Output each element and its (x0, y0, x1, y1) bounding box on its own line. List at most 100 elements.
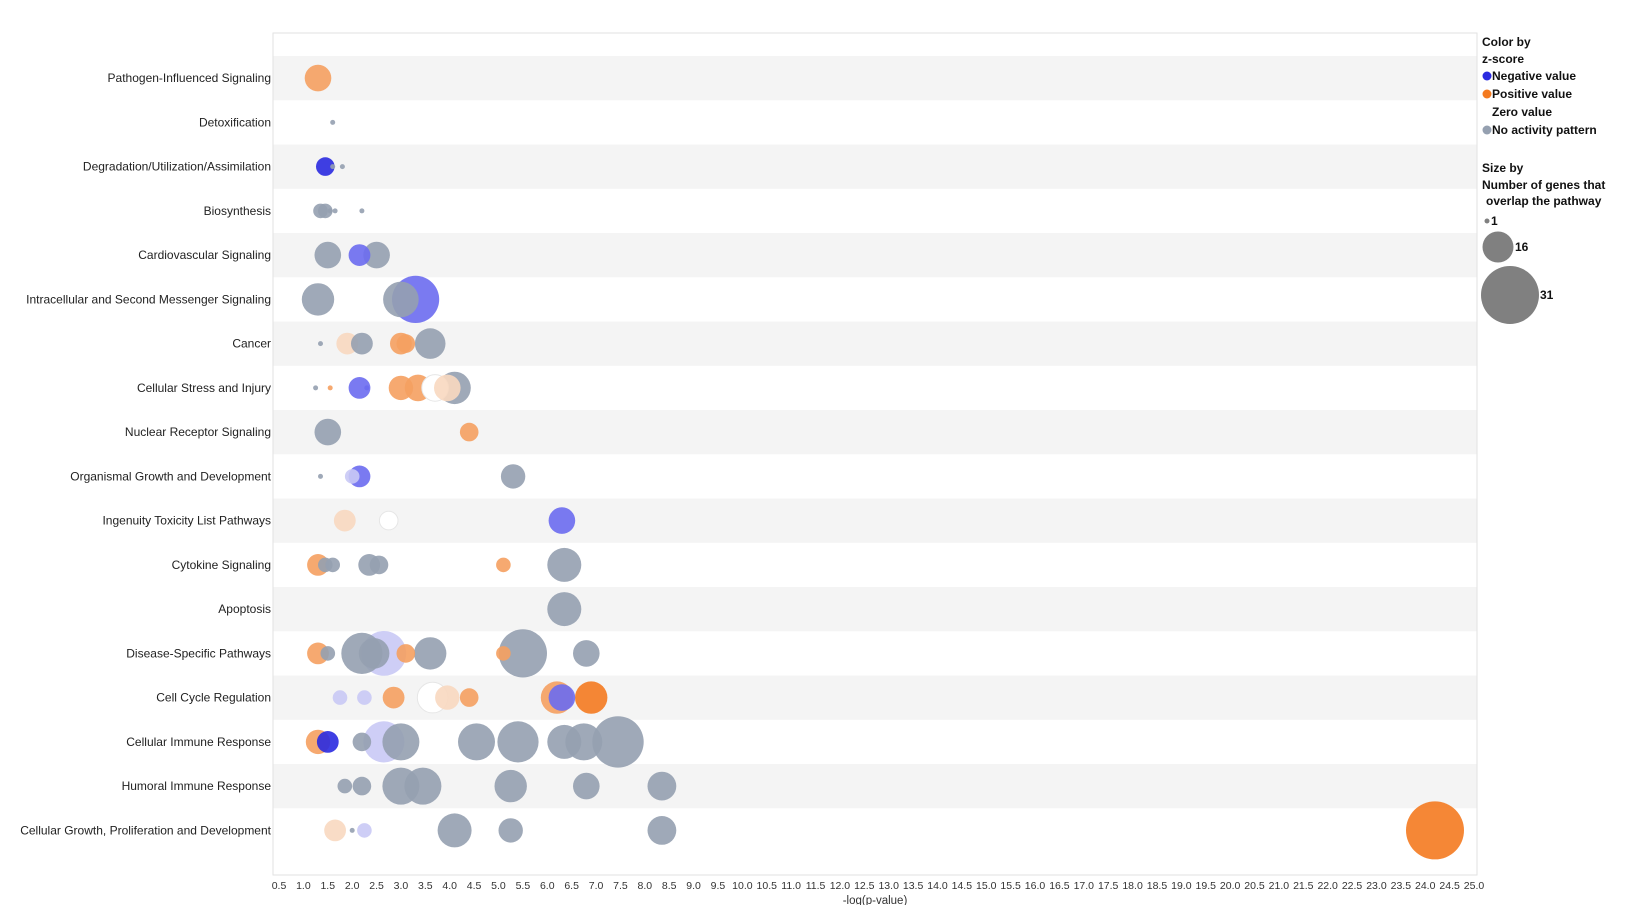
bubble (351, 332, 373, 355)
bubble (647, 771, 677, 801)
bubble (318, 473, 323, 479)
x-tick-label: 11.5 (806, 880, 826, 892)
x-tick-label: 12.5 (854, 880, 875, 892)
x-tick-label: 20.5 (1244, 880, 1265, 892)
bubble (364, 385, 370, 391)
plot-frame (272, 32, 1478, 876)
bubble (458, 723, 495, 761)
bubble (332, 690, 348, 705)
category-label: Disease-Specific Pathways (126, 646, 271, 660)
category-label: Organismal Growth and Development (70, 469, 271, 483)
category-label: Apoptosis (218, 602, 271, 616)
legend-size-swatch-31 (1481, 266, 1539, 324)
x-tick-label: 3.5 (418, 880, 433, 892)
legend-size-label-31: 31 (1540, 288, 1554, 302)
x-axis-ticks: 0.5 1.0 1.5 2.0 2.5 3.0 3.5 4.0 4.5 5.0 5.5 6.0 6.5 7… (272, 880, 1485, 892)
bubble (337, 778, 353, 794)
bubble (548, 684, 576, 711)
bubble (357, 823, 372, 838)
x-axis-title: -log(p-value) (843, 895, 908, 905)
bubble (459, 688, 479, 707)
bubble (498, 629, 547, 678)
x-tick-label: 16.5 (1049, 880, 1070, 892)
x-tick-label: 19.5 (1196, 880, 1217, 892)
bubble (647, 816, 677, 845)
bubble (327, 385, 333, 391)
x-tick-label: 1.0 (296, 880, 311, 892)
x-tick-label: 24.0 (1415, 880, 1436, 892)
legend-color-title-2: z-score (1482, 52, 1524, 66)
bubble (573, 640, 600, 667)
legend-size-title-3: overlap the pathway (1486, 194, 1602, 208)
row-band (273, 498, 1477, 543)
x-tick-label: 16.0 (1025, 880, 1046, 892)
bubble (316, 731, 339, 753)
x-tick-label: 13.0 (878, 880, 899, 892)
legend-size-label-16: 16 (1515, 240, 1529, 254)
x-tick-label: 24.5 (1439, 880, 1460, 892)
category-label: Detoxification (199, 115, 271, 129)
row-band (273, 144, 1477, 189)
bubble (388, 375, 414, 401)
bubble (575, 681, 608, 714)
bubble (414, 637, 447, 670)
x-tick-label: 22.5 (1342, 880, 1363, 892)
bubble (548, 507, 576, 534)
category-labels: Pathogen-Influenced Signaling Detoxificat… (20, 71, 271, 837)
bubble (459, 422, 479, 442)
legend-label-zero: Zero value (1492, 105, 1552, 119)
bubble (339, 164, 345, 170)
category-label: Cellular Immune Response (126, 735, 271, 749)
bubble (592, 716, 644, 768)
bubble (414, 328, 446, 359)
category-label: Cellular Growth, Proliferation and Devel… (20, 823, 271, 837)
bubbles (301, 64, 1464, 860)
bubble (352, 732, 372, 752)
x-tick-label: 3.0 (394, 880, 409, 892)
legend-size-label-1: 1 (1491, 214, 1498, 228)
bubble (318, 203, 333, 219)
x-tick-label: 22.0 (1317, 880, 1338, 892)
bubble (496, 557, 511, 573)
bubble (500, 464, 526, 489)
row-band (273, 233, 1477, 278)
category-label: Cardiovascular Signaling (138, 248, 271, 262)
bubble (349, 827, 355, 833)
x-tick-label: 25.0 (1464, 880, 1485, 892)
bubble (378, 510, 399, 531)
x-tick-label: 14.0 (927, 880, 948, 892)
bubble (494, 769, 527, 803)
bubble (1406, 801, 1464, 860)
x-tick-label: 6.0 (540, 880, 555, 892)
bubble (547, 592, 582, 627)
bubble (435, 685, 460, 710)
x-tick-label: 23.0 (1366, 880, 1387, 892)
bubble (327, 208, 333, 214)
row-band (273, 587, 1477, 632)
x-tick-label: 17.0 (1074, 880, 1095, 892)
x-tick-label: 19.0 (1171, 880, 1192, 892)
x-tick-label: 21.0 (1269, 880, 1290, 892)
category-label: Cytokine Signaling (172, 558, 271, 572)
x-tick-label: 5.5 (516, 880, 531, 892)
bubble (497, 721, 539, 763)
bubble (363, 241, 390, 269)
bubble (383, 281, 419, 318)
legend-swatch-zero (1482, 107, 1492, 117)
x-tick-label: 8.5 (662, 880, 677, 892)
x-tick-label: 10.0 (732, 880, 753, 892)
bubble (358, 638, 390, 669)
category-label: Nuclear Receptor Signaling (125, 425, 271, 439)
bubble (437, 813, 472, 848)
x-tick-label: 18.5 (1147, 880, 1168, 892)
bubble (352, 776, 372, 796)
legend: Color by z-score Negative value Positive… (1481, 35, 1605, 324)
x-tick-label: 9.0 (686, 880, 701, 892)
bubble (304, 64, 332, 92)
bubble (382, 723, 420, 761)
legend-swatch-no-activity (1482, 125, 1492, 135)
x-tick-label: 11.0 (781, 880, 801, 892)
x-tick-label: 12.0 (830, 880, 851, 892)
